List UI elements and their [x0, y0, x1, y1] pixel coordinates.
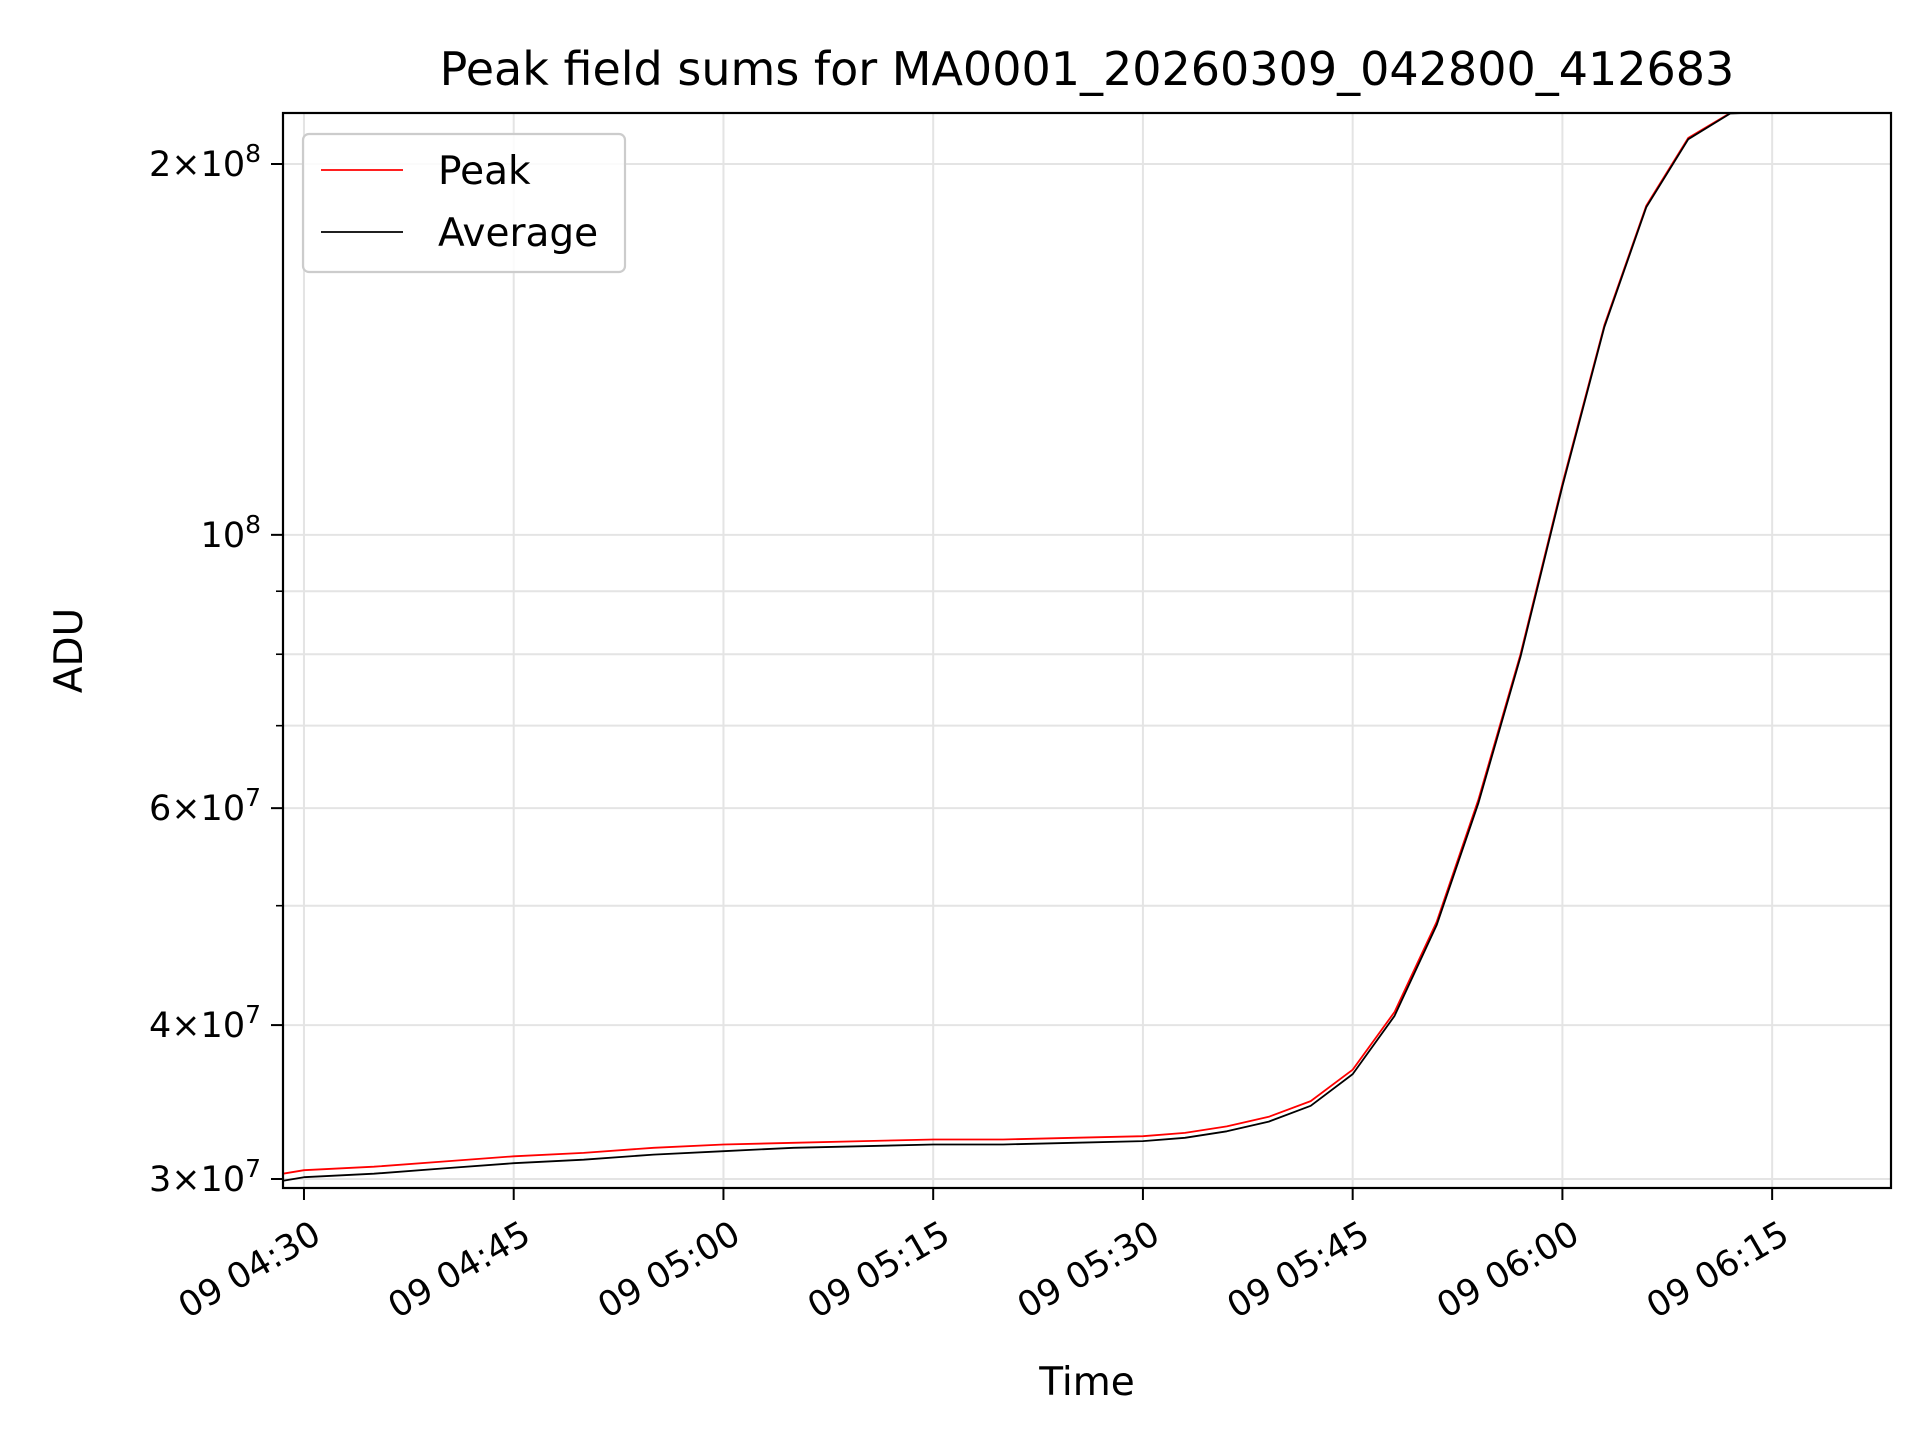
y-tick-label-exponent: 8 [245, 510, 261, 539]
y-tick-label-base: 3×10 [149, 1160, 245, 1200]
y-tick-label-exponent: 7 [245, 1000, 261, 1029]
legend-box [301, 132, 627, 274]
y-axis-title: ADU [47, 608, 92, 693]
series-layer [282, 112, 1745, 1182]
legend-label-peak: Peak [438, 149, 531, 194]
y-tick-label: 3×107 [149, 1154, 261, 1200]
y-tick-label: 2×108 [149, 139, 261, 185]
legend: Peak Average [301, 132, 627, 274]
plot-frame [281, 111, 1893, 1190]
y-tick-label-exponent: 8 [245, 139, 261, 168]
legend-label-average: Average [438, 211, 598, 256]
y-tick-label-base: 10 [201, 516, 246, 556]
y-tick-label-exponent: 7 [245, 783, 261, 812]
x-axis-title: Time [1038, 1360, 1134, 1405]
y-tick-label: 108 [201, 510, 261, 556]
y-tick-label: 4×107 [149, 1000, 261, 1046]
y-tick-label: 6×107 [149, 783, 261, 829]
series-line-average [282, 112, 1745, 1182]
y-tick-label-base: 2×10 [149, 145, 245, 185]
y-tick-label-base: 4×10 [149, 1006, 245, 1046]
y-tick-label-exponent: 7 [245, 1154, 261, 1183]
grid [283, 113, 1891, 1188]
y-tick-label-base: 6×10 [149, 789, 245, 829]
chart-title: Peak field sums for MA0001_20260309_0428… [440, 42, 1735, 96]
